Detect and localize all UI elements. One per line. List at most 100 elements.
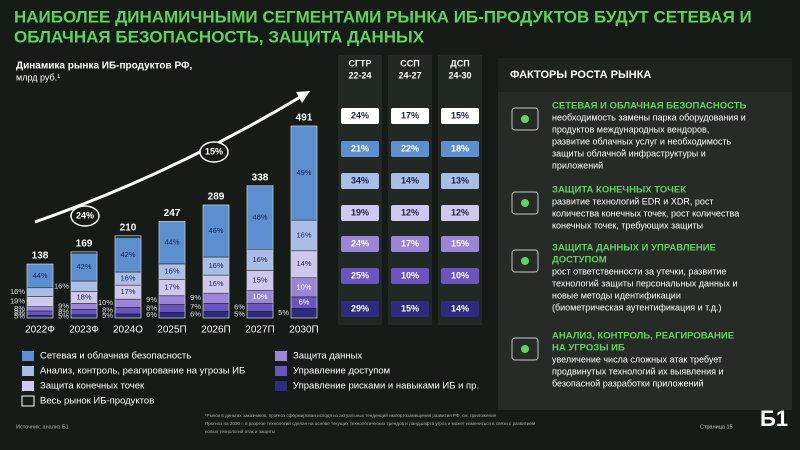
factor-title: ДОСТУПОМ [552, 255, 607, 266]
segment-label: 5% [278, 308, 289, 317]
bar-segment [158, 311, 186, 319]
table-cell [341, 205, 379, 221]
legend-label: Управление доступом [293, 366, 390, 377]
bar-segment [290, 250, 318, 278]
legend-label: Управление рисками и навыками ИБ и пр. [293, 381, 479, 392]
segment-label: 49% [296, 168, 311, 177]
table-value: 12% [401, 207, 419, 217]
page-number: Страница 15 [700, 424, 733, 430]
segment-label: 15% [252, 275, 267, 284]
factor-title: НА УГРОЗЫ ИБ [552, 343, 625, 354]
total-outline [70, 251, 98, 319]
segment-label: 44% [164, 238, 179, 247]
factor-text: безопасной разработки приложений [552, 378, 704, 388]
factor-text: продуктов международных вендоров, [552, 124, 709, 134]
bar-segment [290, 219, 318, 252]
segment-label: 10% [252, 292, 267, 301]
bar-segment [114, 237, 142, 273]
footnote: новых технологий атак и защиты [205, 428, 275, 434]
total-label: 289 [208, 192, 225, 203]
factor-text: конечных точек, требующих защиты [552, 220, 703, 230]
table-cell [441, 141, 479, 157]
table-cell [391, 141, 429, 157]
total-label: 138 [32, 251, 49, 262]
x-tick-label: 2024О [113, 325, 143, 336]
segment-label: 10% [98, 298, 113, 307]
bar-segment [158, 295, 186, 305]
table-column [338, 55, 382, 325]
table-cell [391, 205, 429, 221]
segment-label: 48% [252, 213, 267, 222]
legend-swatch [275, 366, 287, 376]
total-outline [246, 185, 274, 319]
footnote: Прогноз на 2030 г. в разрезе технологий … [205, 420, 535, 426]
factor-text: развитие технологий EDR и XDR, рост [552, 196, 713, 206]
factor-text: защиты облачной инфраструктуры и [552, 148, 706, 158]
segment-label: 16% [296, 230, 311, 239]
factor-title: АНАЛИЗ, КОНТРОЛЬ, РЕАГИРОВАНИЕ [552, 331, 734, 342]
table-cell [341, 268, 379, 284]
table-column [438, 55, 482, 325]
bar-segment [26, 296, 54, 307]
bar-segment [70, 303, 98, 310]
bar-segment [290, 125, 318, 221]
column-header: ДСП [450, 58, 469, 68]
factor-icon [511, 337, 539, 361]
segment-label: 16% [120, 274, 135, 283]
bar-segment [114, 307, 142, 315]
segment-label: 18% [76, 292, 91, 301]
table-cell [441, 205, 479, 221]
segment-label: 8% [58, 307, 69, 316]
factor-text: рост ответственности за утечки, развитие [552, 266, 726, 276]
factor-text: (биометрическая аутентификация и т.д.) [552, 302, 722, 312]
factor-text: необходимость замены парка оборудования … [552, 112, 746, 122]
column-header: 24-27 [398, 70, 421, 80]
table-value: 17% [401, 238, 419, 248]
segment-label: 6% [146, 310, 157, 319]
factor-icon-dot [521, 345, 529, 353]
table-value: 13% [451, 175, 469, 185]
bar-segment [70, 309, 98, 315]
table-value: 15% [401, 303, 419, 313]
table-value: 18% [451, 143, 469, 153]
legend-swatch [22, 351, 34, 361]
table-cell [391, 268, 429, 284]
cagr-badge [70, 205, 100, 227]
table-cell [441, 173, 479, 189]
factor-text: новые методы идентификации [552, 290, 681, 300]
table-value: 24% [351, 110, 369, 120]
column-header: 24-30 [448, 70, 471, 80]
table-value: 21% [351, 143, 369, 153]
total-label: 169 [76, 239, 93, 250]
segment-label: 16% [10, 287, 25, 296]
segment-label: 6% [234, 302, 245, 311]
legend-label: Защита данных [293, 351, 362, 362]
bar-segment [158, 221, 186, 265]
segment-label: 17% [164, 283, 179, 292]
total-label: 338 [252, 172, 269, 183]
total-outline [202, 204, 230, 319]
bar-segment [114, 298, 142, 308]
segment-label: 5% [102, 311, 113, 320]
bar-segment [246, 311, 274, 319]
factors-header [498, 58, 792, 92]
column-header: СГТР [348, 58, 371, 68]
x-tick-label: 2025П [157, 325, 186, 336]
factor-icon-dot [521, 257, 529, 265]
segment-label: 19% [10, 297, 25, 306]
table-value: 10% [401, 270, 419, 280]
cagr-label: 15% [205, 146, 223, 156]
bar-segment [202, 204, 230, 258]
segment-label: 44% [32, 271, 47, 280]
table-cell [441, 236, 479, 252]
legend-label: Защита конечных точек [40, 381, 145, 392]
segment-label: 16% [164, 267, 179, 276]
segment-label: 17% [120, 287, 135, 296]
total-outline [290, 125, 318, 319]
table-cell [391, 236, 429, 252]
table-cell [341, 173, 379, 189]
table-cell [341, 141, 379, 157]
factor-title: ЗАЩИТА КОНЕЧНЫХ ТОЧЕК [552, 185, 686, 196]
trend-arrowhead [296, 91, 310, 103]
bar-segment [246, 303, 274, 312]
